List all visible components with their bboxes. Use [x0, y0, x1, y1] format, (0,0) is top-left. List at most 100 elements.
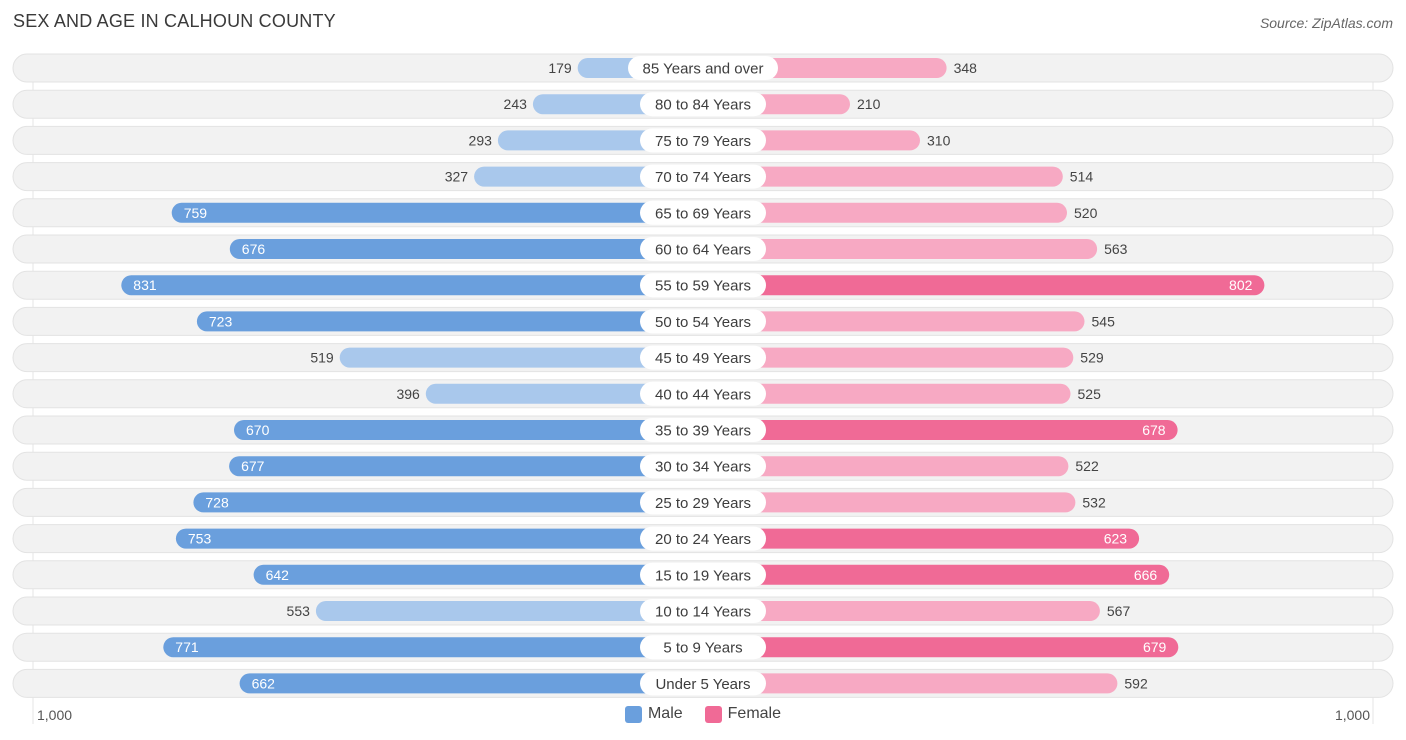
male-bar	[175, 528, 703, 549]
female-value-label: 532	[1082, 494, 1106, 510]
chart-title: SEX AND AGE IN CALHOUN COUNTY	[13, 11, 336, 31]
male-bar	[171, 202, 703, 223]
category-label: 40 to 44 Years	[655, 386, 751, 403]
category-label-pill	[640, 128, 766, 153]
category-label: 25 to 29 Years	[655, 495, 751, 512]
category-label: 45 to 49 Years	[655, 350, 751, 367]
male-value-label: 642	[266, 567, 290, 583]
legend-item-male[interactable]: Male	[624, 705, 683, 723]
female-value-label: 679	[1143, 639, 1167, 655]
female-bar	[703, 311, 1085, 332]
female-bar	[703, 166, 1063, 187]
female-value-label: 522	[1075, 458, 1099, 474]
category-label: 70 to 74 Years	[655, 169, 751, 186]
category-label: 85 Years and over	[643, 61, 764, 78]
female-value-label: 525	[1078, 386, 1102, 402]
male-value-label: 327	[445, 169, 469, 185]
category-label: 5 to 9 Years	[663, 640, 742, 657]
male-value-label: 831	[133, 277, 157, 293]
source-note: Source: ZipAtlas.com	[1259, 15, 1393, 31]
category-label-pill	[640, 454, 766, 479]
category-label-pill	[628, 56, 778, 80]
category-label: Under 5 Years	[655, 676, 750, 693]
category-label: 65 to 69 Years	[655, 205, 751, 222]
category-label: 30 to 34 Years	[655, 459, 751, 476]
male-bar	[253, 564, 703, 585]
category-label-pill	[640, 200, 766, 225]
male-value-label: 519	[310, 350, 334, 366]
male-bar	[196, 311, 703, 332]
category-label-pill	[640, 237, 766, 261]
male-value-label: 677	[241, 458, 265, 474]
category-label-pill	[640, 164, 766, 189]
male-value-label: 728	[205, 494, 229, 510]
male-value-label: 723	[209, 313, 233, 329]
female-bar	[703, 456, 1069, 477]
female-bar	[703, 673, 1118, 694]
female-value-label: 210	[857, 96, 881, 112]
female-value-label: 567	[1107, 603, 1131, 619]
female-bar	[703, 528, 1140, 549]
male-bar	[425, 383, 703, 404]
category-label: 15 to 19 Years	[655, 567, 751, 584]
category-label-pill	[640, 418, 766, 442]
category-label-pill	[640, 273, 766, 298]
male-bar	[193, 492, 703, 513]
legend-swatch-male	[624, 705, 642, 723]
male-bar	[339, 347, 703, 368]
female-bar	[703, 637, 1179, 658]
category-label: 35 to 39 Years	[655, 423, 751, 440]
male-bar	[229, 239, 704, 259]
male-value-label: 670	[246, 422, 270, 438]
male-value-label: 293	[469, 132, 493, 148]
category-label: 20 to 24 Years	[655, 531, 751, 548]
male-value-label: 759	[184, 205, 208, 221]
female-value-label: 529	[1080, 350, 1104, 366]
female-value-label: 623	[1104, 531, 1128, 547]
male-value-label: 243	[504, 96, 528, 112]
legend-label-female: Female	[727, 705, 782, 722]
legend-item-female[interactable]: Female	[704, 705, 782, 723]
legend-label-male: Male	[647, 705, 683, 722]
female-value-label: 310	[927, 132, 951, 148]
category-label-pill	[640, 671, 766, 696]
male-value-label: 676	[242, 241, 266, 257]
female-value-label: 563	[1104, 241, 1128, 257]
category-label-pill	[640, 635, 766, 660]
female-bar	[703, 239, 1098, 259]
category-label: 55 to 59 Years	[655, 278, 751, 295]
category-label-pill	[640, 345, 766, 370]
male-value-label: 662	[252, 675, 276, 691]
male-bar	[121, 275, 704, 296]
male-bar	[315, 601, 703, 621]
female-bar	[703, 275, 1265, 296]
category-label-pill	[640, 490, 766, 515]
legend: Male Female	[0, 705, 1406, 723]
category-label-pill	[640, 92, 766, 117]
female-value-label: 520	[1074, 205, 1098, 221]
category-label-pill	[640, 562, 766, 587]
female-value-label: 666	[1134, 567, 1158, 583]
axis-right-label: 1,000	[1334, 707, 1370, 723]
category-label: 80 to 84 Years	[655, 97, 751, 114]
male-bar	[234, 420, 703, 440]
male-value-label: 179	[548, 60, 572, 76]
male-value-label: 396	[396, 386, 420, 402]
legend-swatch-female	[704, 705, 722, 723]
category-label: 60 to 64 Years	[655, 242, 751, 259]
female-bar	[703, 492, 1076, 513]
female-value-label: 514	[1070, 169, 1094, 185]
male-value-label: 771	[175, 639, 199, 655]
female-bar	[703, 601, 1100, 621]
female-value-label: 348	[954, 60, 978, 76]
male-value-label: 553	[287, 603, 311, 619]
female-value-label: 802	[1229, 277, 1253, 293]
category-label-pill	[640, 309, 766, 334]
female-bar	[703, 202, 1067, 223]
female-bar	[703, 420, 1178, 440]
male-bar	[163, 637, 704, 658]
category-label-pill	[640, 599, 766, 623]
category-label: 75 to 79 Years	[655, 133, 751, 150]
female-bar	[703, 347, 1074, 368]
male-value-label: 753	[188, 531, 212, 547]
